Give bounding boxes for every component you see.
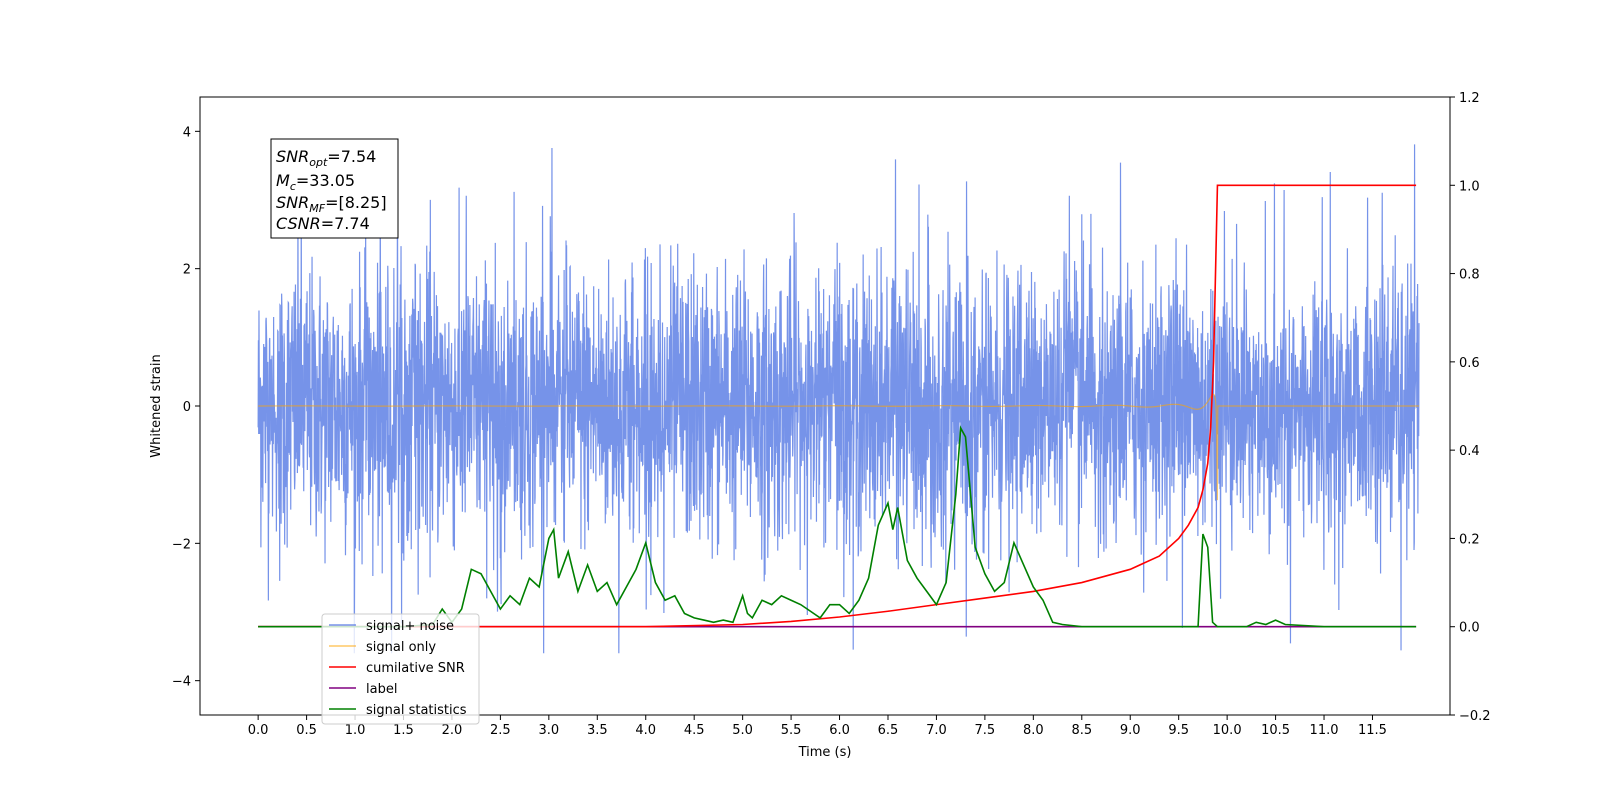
y-tick-label: −2 xyxy=(172,537,191,552)
x-tick-label: 4.5 xyxy=(684,723,705,738)
x-tick-label: 10.0 xyxy=(1213,723,1242,738)
legend-entry: signal only xyxy=(366,640,436,655)
x-tick-label: 7.5 xyxy=(975,723,996,738)
legend-frame xyxy=(321,613,480,725)
y-tick-label: 2 xyxy=(183,263,191,278)
x-tick-label: 5.5 xyxy=(781,723,802,738)
x-tick-label: 11.5 xyxy=(1358,723,1387,738)
x-tick-label: 8.0 xyxy=(1023,723,1044,738)
y2-tick-label: 0.6 xyxy=(1459,356,1480,371)
annotation-frame xyxy=(270,138,399,239)
series-signal-statistics xyxy=(258,425,1417,628)
y2-tick-label: 0.0 xyxy=(1459,621,1480,636)
x-tick-label: 0.5 xyxy=(296,723,317,738)
legend-entry: signal statistics xyxy=(366,703,467,718)
x-tick-label: 2.5 xyxy=(490,723,511,738)
x-tick-label: 11.0 xyxy=(1310,723,1339,738)
x-tick-label: 5.0 xyxy=(732,723,753,738)
series-signal-noise xyxy=(257,144,1420,654)
annotation-line-3: SNRMF=[8.25] xyxy=(276,193,387,215)
y-tick-label: −4 xyxy=(172,675,191,690)
annotation-line-1: SNRopt=7.54 xyxy=(276,147,376,169)
x-tick-label: 8.5 xyxy=(1071,723,1092,738)
legend: signal+ noise signal only cumilative SNR la… xyxy=(321,613,480,725)
x-tick-label: 6.0 xyxy=(829,723,850,738)
x-tick-label: 9.5 xyxy=(1168,723,1189,738)
x-tick-label: 7.0 xyxy=(926,723,947,738)
annotation-line-2: Mc=33.05 xyxy=(276,171,355,193)
x-tick-label: 1.5 xyxy=(393,723,414,738)
y2-tick-label: 1.2 xyxy=(1459,91,1480,106)
x-tick-label: 1.0 xyxy=(345,723,366,738)
series-signal-only xyxy=(258,393,1419,501)
y2-tick-label: 0.4 xyxy=(1459,444,1480,459)
x-axis-label: Time (s) xyxy=(798,745,852,760)
y-axis-label: Whitened strain xyxy=(149,354,164,457)
series-cumulative-snr xyxy=(258,184,1417,628)
x-tick-label: 10.5 xyxy=(1261,723,1290,738)
x-tick-label: 9.0 xyxy=(1120,723,1141,738)
x-tick-label: 2.0 xyxy=(442,723,463,738)
y2-tick-label: 0.8 xyxy=(1459,268,1480,283)
legend-entry: signal+ noise xyxy=(366,619,454,634)
x-tick-label: 3.5 xyxy=(587,723,608,738)
legend-entry: cumilative SNR xyxy=(366,661,465,676)
x-tick-label: 0.0 xyxy=(248,723,269,738)
annotation-line-4: CSNR=7.74 xyxy=(276,214,370,233)
x-tick-label: 4.0 xyxy=(635,723,656,738)
y2-tick-label: −0.2 xyxy=(1459,709,1491,724)
y2-tick-label: 1.0 xyxy=(1459,179,1480,194)
x-tick-label: 3.0 xyxy=(538,723,559,738)
y2-tick-label: 0.2 xyxy=(1459,532,1480,547)
y-tick-label: 4 xyxy=(183,125,191,140)
stats-annotation: SNRopt=7.54 Mc=33.05 SNRMF=[8.25] CSNR=7… xyxy=(270,138,399,239)
x-tick-label: 6.5 xyxy=(878,723,899,738)
y-tick-label: 0 xyxy=(183,400,191,415)
legend-entry: label xyxy=(366,682,397,697)
